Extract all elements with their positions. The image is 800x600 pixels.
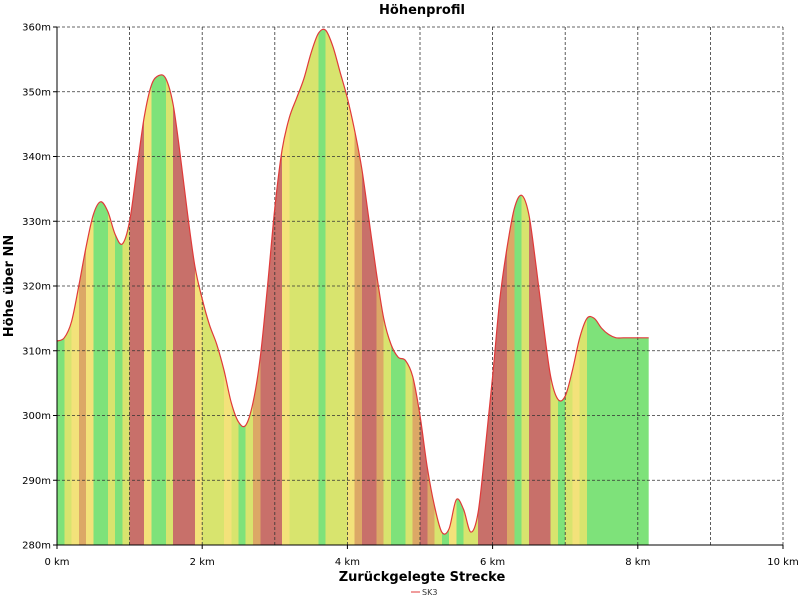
y-tick-label: 330m <box>22 217 51 228</box>
legend: SK3 <box>411 588 437 597</box>
legend-label-sk3: SK3 <box>422 588 437 597</box>
x-tick-label: 0 km <box>44 557 69 568</box>
y-tick-label: 360m <box>22 23 51 34</box>
y-tick-labels: 280m 290m 300m 310m 320m 330m 340m 350m 360m <box>22 23 57 552</box>
y-tick-label: 320m <box>22 282 51 293</box>
series-line-group <box>56 28 649 535</box>
elevation-area-fill <box>57 29 649 545</box>
x-axis-label: Zurückgelegte Strecke <box>339 570 506 585</box>
x-tick-label: 4 km <box>335 557 360 568</box>
elevation-area-group <box>57 29 649 545</box>
chart-title: Höhenprofil <box>379 3 465 18</box>
x-tick-labels: 0 km 2 km 4 km 6 km 8 km 10 km <box>44 545 799 568</box>
x-tick-label: 2 km <box>190 557 215 568</box>
y-axis-label: Höhe über NN <box>2 235 17 337</box>
x-tick-label: 6 km <box>480 557 505 568</box>
grid-lines <box>57 26 784 545</box>
x-tick-label: 8 km <box>625 557 650 568</box>
y-tick-label: 300m <box>22 411 51 422</box>
y-tick-label: 340m <box>22 152 51 163</box>
x-tick-label: 10 km <box>767 557 798 568</box>
y-tick-label: 310m <box>22 346 51 357</box>
y-tick-label: 280m <box>22 541 51 552</box>
y-tick-label: 290m <box>22 476 51 487</box>
series-line-sk3 <box>56 28 649 535</box>
y-tick-label: 350m <box>22 87 51 98</box>
